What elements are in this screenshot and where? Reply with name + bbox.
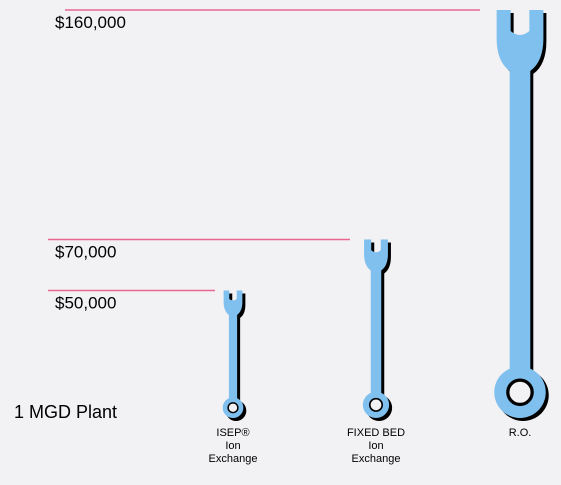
chart: 1 MGD Plant $50,000ISEP®IonExchange$70,0… [0, 0, 561, 485]
wrench-shaft [371, 268, 381, 394]
wrench-hole [508, 380, 532, 404]
wrench-shaft [510, 66, 531, 371]
category-label: Ion [225, 440, 240, 452]
annotation: 1 MGD Plant [14, 402, 117, 422]
category-label: Ion [368, 440, 383, 452]
category-label: ISEP® [216, 427, 249, 439]
category-label: Exchange [352, 453, 401, 465]
category-label: FIXED BED [347, 427, 405, 439]
wrench-shaft [229, 313, 237, 399]
value-label: $70,000 [55, 243, 116, 262]
wrench-hole [228, 403, 238, 413]
value-label: $160,000 [55, 13, 126, 32]
category-label: Exchange [209, 453, 258, 465]
category-label: R.O. [509, 427, 532, 439]
wrench-hole [370, 399, 382, 411]
value-label: $50,000 [55, 294, 116, 313]
